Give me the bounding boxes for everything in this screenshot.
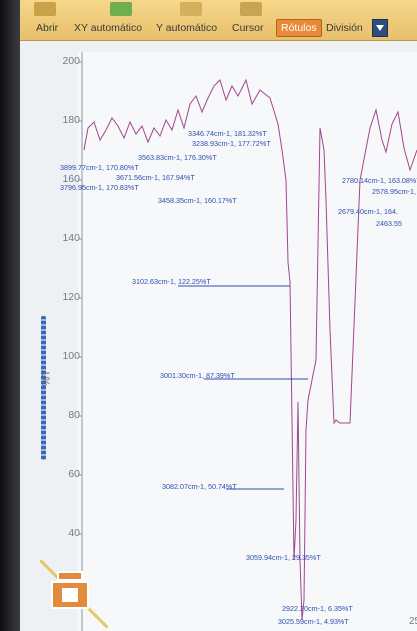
- toolbar: Abrir XY automático Y automático Cursor …: [20, 0, 417, 41]
- toolbar-y-automatico[interactable]: Y automático: [156, 22, 218, 34]
- peak-label: 3671.56cm-1, 167.94%T: [116, 173, 195, 182]
- peak-label: 3563.83cm-1, 176.30%T: [138, 153, 217, 162]
- peak-label: 3458.35cm-1, 160.17%T: [158, 196, 237, 205]
- peak-label: 2922.20cm-1, 6.35%T: [282, 604, 353, 613]
- peak-label: 3059.94cm-1, 29.35%T: [246, 553, 321, 562]
- toolbar-rotulos[interactable]: Rótulos: [276, 19, 322, 37]
- peak-label: 3899.77cm-1, 170.80%T: [60, 163, 139, 172]
- y-tick-label: 160: [62, 173, 80, 185]
- y-tick-label: 100: [62, 350, 80, 362]
- peak-label: 3102.63cm-1, 122.25%T: [132, 277, 211, 286]
- open-icon[interactable]: [34, 2, 56, 16]
- peak-label: 3001.30cm-1, 87.39%T: [160, 371, 235, 380]
- peak-label: 2679.40cm-1, 164.: [338, 207, 398, 216]
- y-tick-label: 140: [62, 232, 80, 244]
- spectrum-plot: 3899.77cm-1, 170.80%T 3796.95cm-1, 170.83…: [60, 52, 417, 631]
- y-tick-label: 120: [62, 291, 80, 303]
- autoscale-y-icon[interactable]: [180, 2, 202, 16]
- toolbar-division[interactable]: División: [326, 22, 363, 34]
- y-tick-label: 40: [68, 527, 80, 539]
- y-tick-label: 80: [68, 409, 80, 421]
- watermark-logo: [40, 560, 108, 628]
- y-tick-label: 200: [62, 55, 80, 67]
- spectrum-line: [83, 78, 417, 621]
- peak-label: 3796.95cm-1, 170.83%T: [60, 183, 139, 192]
- peak-label: 2578.95cm-1, 16: [372, 187, 417, 196]
- peak-label: 3025.59cm-1, 4.93%T: [278, 617, 349, 626]
- toolbar-dropdown-button[interactable]: [372, 19, 388, 37]
- peak-label: 2463.55: [376, 219, 402, 228]
- app-window: Abrir XY automático Y automático Cursor …: [20, 0, 417, 631]
- peak-label: 3082.07cm-1, 50.74%T: [162, 482, 237, 491]
- x-tick-label: 2500: [409, 616, 417, 627]
- peak-label: 3238.93cm-1, 177.72%T: [192, 139, 271, 148]
- cursor-icon[interactable]: [240, 2, 262, 16]
- toolbar-abrir[interactable]: Abrir: [36, 22, 59, 34]
- peak-label: 3346.74cm-1, 181.32%T: [188, 129, 267, 138]
- peak-label: 2780.14cm-1, 163.08%T: [342, 176, 417, 185]
- toolbar-cursor[interactable]: Cursor: [232, 22, 264, 34]
- plot-area: [78, 52, 417, 631]
- panel-resize-handle[interactable]: [41, 316, 46, 460]
- toolbar-xy-automatico[interactable]: XY automático: [74, 22, 143, 34]
- y-tick-label: 60: [68, 468, 80, 480]
- monitor-bezel: [0, 0, 20, 631]
- autoscale-xy-icon[interactable]: [110, 2, 132, 16]
- y-tick-label: 180: [62, 114, 80, 126]
